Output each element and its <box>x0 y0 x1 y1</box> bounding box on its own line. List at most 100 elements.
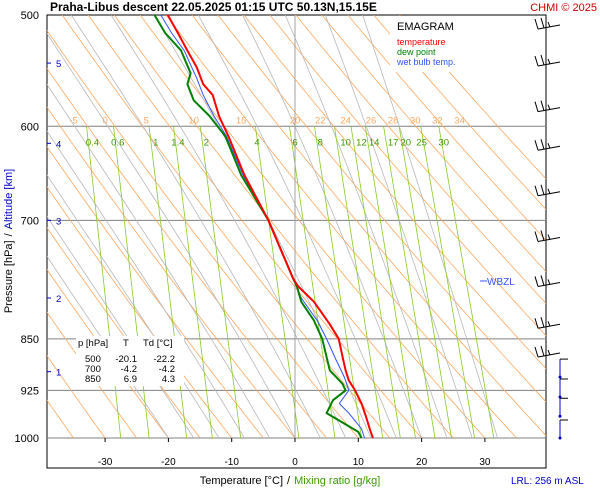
info-row-td: -22.2 <box>153 354 175 365</box>
dry-adiabat-line <box>191 15 546 437</box>
wind-barb-staff <box>537 323 561 329</box>
x-tick-label: -30 <box>98 457 113 468</box>
temperature-ticks: -30 -20 -10 0 10 20 30 <box>98 438 491 468</box>
wind-barb <box>534 230 561 243</box>
mixing-ratio-label: 4 <box>254 137 259 148</box>
x-axis-mixing-ratio-label: Mixing ratio [g/kg] <box>294 475 380 487</box>
y-tick-label: 600 <box>21 121 39 133</box>
info-row-t: -20.1 <box>115 354 137 365</box>
info-table: p [hPa] T Td [°C] 500 -20.1 -22.2 700 -4… <box>76 336 184 386</box>
info-header-t: T <box>123 338 129 349</box>
pressure-ticks: 500 600 700 850 925 1000 <box>15 10 39 445</box>
wind-barb-staff <box>537 352 561 358</box>
mixing-ratio-label: 25 <box>416 137 427 148</box>
y-tick-label: 925 <box>21 385 39 397</box>
dry-adiabat-label: 26 <box>366 115 377 126</box>
dry-adiabat-label: 28 <box>388 115 399 126</box>
dry-adiabat-line <box>47 186 233 439</box>
dry-adiabat-line <box>139 15 486 439</box>
wind-barb-feather <box>547 321 551 327</box>
dry-adiabat-line <box>295 15 546 304</box>
wind-barb <box>534 345 561 358</box>
wind-barb-staff <box>537 61 561 67</box>
legend: EMAGRAM temperature dew point wet bulb t… <box>390 16 490 72</box>
dry-adiabat-label: 34 <box>454 115 465 126</box>
info-row-t: 6.9 <box>124 374 137 385</box>
dry-adiabat-line <box>217 15 546 403</box>
x-tick-label: 10 <box>353 457 365 468</box>
dry-adiabat-label: 30 <box>410 115 421 126</box>
wind-barb-feather <box>540 317 545 328</box>
wind-barb <box>534 100 561 113</box>
mixing-ratio-label: 6 <box>292 137 297 148</box>
mixing-ratio-label: 10 <box>340 137 351 148</box>
moist-adiabat-line <box>242 15 422 439</box>
wind-barb-staff <box>537 24 561 30</box>
wind-barb <box>558 358 568 379</box>
dry-adiabats <box>47 15 546 439</box>
y-axis-separator: / <box>3 232 15 236</box>
lrl-label: LRL: 256 m ASL <box>511 476 584 487</box>
y-tick-label: 1000 <box>15 433 39 445</box>
x-axis-title: Temperature [°C] / Mixing ratio [g/kg] <box>200 475 381 487</box>
dry-adiabat-label: 22 <box>315 115 326 126</box>
wind-barb-feather <box>534 231 539 242</box>
wind-barb-feather <box>534 18 539 30</box>
mixing-ratio-label: 17 <box>388 137 399 148</box>
moist-adiabat-line <box>284 15 448 439</box>
altitude-tick-label: 3 <box>56 216 61 227</box>
mixing-ratio-label: 12 <box>356 137 367 148</box>
info-row-t: -4.2 <box>121 364 137 375</box>
moist-adiabat-line <box>47 130 245 439</box>
dry-adiabat-label: -5 <box>69 115 77 126</box>
mixing-ratio-label: 0.6 <box>111 137 124 148</box>
wind-barb-feather <box>540 139 545 150</box>
altitude-tick-label: 5 <box>56 59 61 70</box>
wind-barb-dot <box>558 375 562 379</box>
wind-barb-feather <box>534 55 539 67</box>
altitude-tick-label: 4 <box>56 139 61 150</box>
wind-barb-feather <box>547 21 551 28</box>
wind-barb-dot <box>558 395 562 399</box>
wbzl-marker: WBZL <box>480 277 515 288</box>
mixing-ratio-label: 30 <box>438 137 449 148</box>
wind-barb <box>534 317 561 329</box>
x-axis-temperature-label: Temperature [°C] <box>200 475 283 487</box>
legend-title: EMAGRAM <box>397 21 454 33</box>
moist-adiabat-line <box>324 15 473 439</box>
dry-adiabat-line <box>47 355 106 439</box>
dry-adiabat-labels: -5 0 5 10 15 20 22 24 26 28 30 32 34 <box>69 115 465 126</box>
mixing-ratio-line <box>438 126 495 439</box>
mixing-ratio-line <box>254 126 300 439</box>
moist-adiabat-line <box>47 83 271 439</box>
moist-adiabat-line <box>110 15 346 439</box>
wind-barb <box>558 419 568 440</box>
info-header-p: p [hPa] <box>78 338 108 349</box>
mixing-ratio-label: 20 <box>400 137 411 148</box>
moist-adiabat-line <box>47 174 220 439</box>
dry-adiabat-line <box>61 15 391 439</box>
mixing-ratio-label: 8 <box>318 137 323 148</box>
x-tick-label: -10 <box>224 457 239 468</box>
wind-barb-staff <box>537 281 561 287</box>
x-tick-label: 20 <box>416 457 428 468</box>
mixing-ratio-line <box>314 126 362 439</box>
mixing-ratio-line <box>113 126 150 439</box>
dry-adiabat-label: 32 <box>432 115 443 126</box>
moist-adiabat-line <box>47 32 296 439</box>
mixing-ratio-label: 14 <box>369 137 380 148</box>
wind-barb-feather <box>540 17 545 29</box>
mixing-ratio-line <box>199 126 242 439</box>
wind-barb <box>558 397 568 418</box>
wind-barb-feather <box>534 185 539 196</box>
y-axis-title: Pressure [hPa] / Altitude [km] <box>3 169 15 313</box>
sounding-profiles <box>153 15 374 439</box>
mixing-ratio-line <box>86 126 122 439</box>
moist-adiabat-line <box>362 15 498 439</box>
dry-adiabat-line <box>47 29 359 439</box>
wind-barb-feather <box>540 184 545 195</box>
dry-adiabat-label: 10 <box>188 115 199 126</box>
dry-adiabat-line <box>269 15 546 337</box>
wind-barb <box>534 184 561 197</box>
mixing-ratio-label: 1 <box>153 137 158 148</box>
